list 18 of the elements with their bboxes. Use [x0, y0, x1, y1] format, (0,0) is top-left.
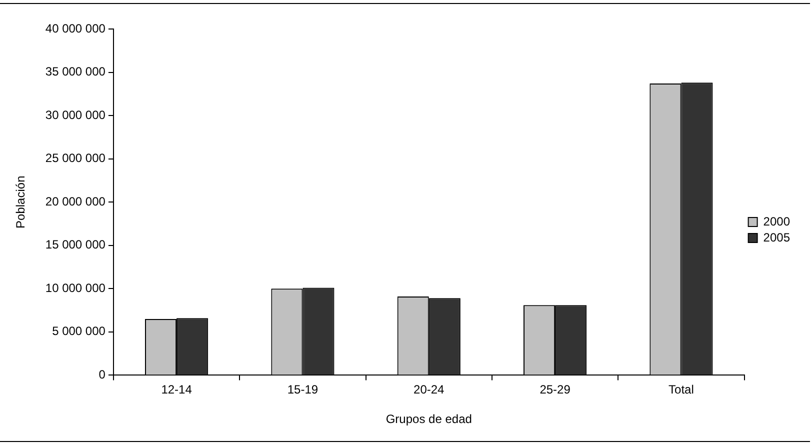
legend-label: 2005	[763, 230, 790, 244]
y-axis-title: Población	[14, 176, 28, 228]
x-tick-label: Total	[668, 382, 694, 397]
y-tick-label: 25 000 000	[45, 151, 106, 166]
x-tick-label: 15-19	[287, 382, 318, 397]
y-tick-label: 10 000 000	[45, 280, 106, 295]
x-axis-title: Grupos de edad	[386, 412, 472, 426]
legend-label: 2000	[763, 214, 790, 228]
y-tick-label: 40 000 000	[45, 21, 106, 36]
x-tick-label: 20-24	[414, 382, 445, 397]
y-tick-label: 15 000 000	[45, 238, 106, 252]
y-tick-label: 35 000 000	[45, 64, 106, 79]
x-tick-label: 12-14	[161, 382, 192, 397]
y-tick-label: 20 000 000	[45, 194, 106, 208]
y-tick-label: 0	[98, 368, 106, 382]
y-tick-label: 30 000 000	[45, 108, 106, 122]
x-tick-label: 25-29	[540, 382, 571, 397]
y-tick-label: 5 000 000	[52, 324, 106, 338]
